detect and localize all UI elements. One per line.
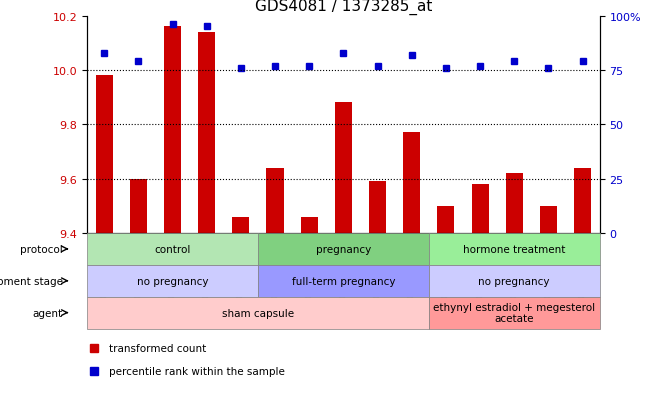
Bar	[198, 33, 215, 233]
Text: ethynyl estradiol + megesterol
acetate: ethynyl estradiol + megesterol acetate	[433, 302, 595, 324]
Bar	[232, 217, 249, 233]
Text: development stage: development stage	[0, 276, 63, 286]
Bar	[301, 217, 318, 233]
Bar	[438, 206, 454, 233]
Bar	[335, 103, 352, 233]
Text: no pregnancy: no pregnancy	[478, 276, 550, 286]
Text: protocol: protocol	[20, 244, 63, 254]
Text: no pregnancy: no pregnancy	[137, 276, 208, 286]
Text: pregnancy: pregnancy	[316, 244, 371, 254]
Bar	[472, 185, 488, 233]
Bar	[506, 174, 523, 233]
Text: full-term pregnancy: full-term pregnancy	[291, 276, 395, 286]
Text: hormone treatment: hormone treatment	[463, 244, 565, 254]
Bar	[403, 133, 420, 233]
Text: transformed count: transformed count	[109, 343, 206, 354]
Text: control: control	[154, 244, 191, 254]
Bar	[96, 76, 113, 233]
Title: GDS4081 / 1373285_at: GDS4081 / 1373285_at	[255, 0, 432, 15]
Bar	[574, 168, 591, 233]
Bar	[164, 27, 181, 233]
Text: agent: agent	[33, 308, 63, 318]
Bar	[540, 206, 557, 233]
Text: percentile rank within the sample: percentile rank within the sample	[109, 366, 285, 376]
Text: sham capsule: sham capsule	[222, 308, 294, 318]
Bar	[369, 182, 386, 233]
Bar	[130, 179, 147, 233]
Bar	[267, 168, 283, 233]
